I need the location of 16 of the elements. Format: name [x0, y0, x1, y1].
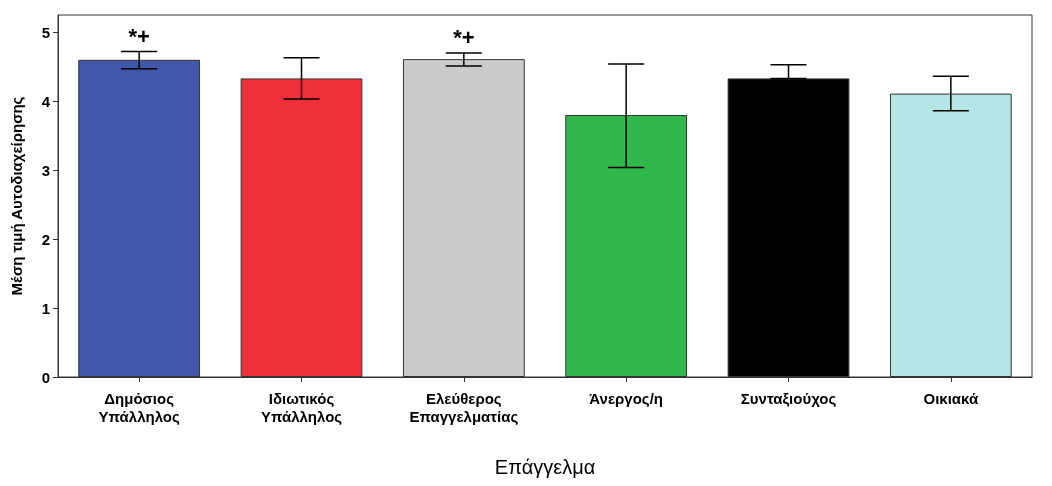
- x-tick-label: Ιδιωτικός Υπάλληλος: [260, 389, 343, 425]
- x-tick-label: Δημόσιος Υπάλληλος: [98, 389, 180, 425]
- annotation: *+: [128, 24, 150, 50]
- x-tick-label: Ελεύθερος Επαγγελματίας: [409, 389, 519, 425]
- x-tick-label: Άνεργος/η: [589, 389, 663, 407]
- x-tick-label: Συνταξιούχος: [740, 389, 837, 407]
- y-tick-label: 2: [41, 230, 50, 248]
- y-tick-label: 1: [41, 299, 50, 317]
- y-tick-label: 0: [41, 368, 50, 386]
- y-tick-label: 3: [41, 161, 50, 179]
- x-tick-label: Οικιακά: [923, 389, 979, 407]
- x-axis-title: Επάγγελμα: [494, 456, 596, 478]
- y-axis-title: Μέση τιμή Αυτοδιαχείρησης: [8, 96, 25, 296]
- y-tick-label: 4: [41, 92, 51, 110]
- y-tick-label: 5: [41, 23, 50, 41]
- annotation: *+: [453, 25, 475, 51]
